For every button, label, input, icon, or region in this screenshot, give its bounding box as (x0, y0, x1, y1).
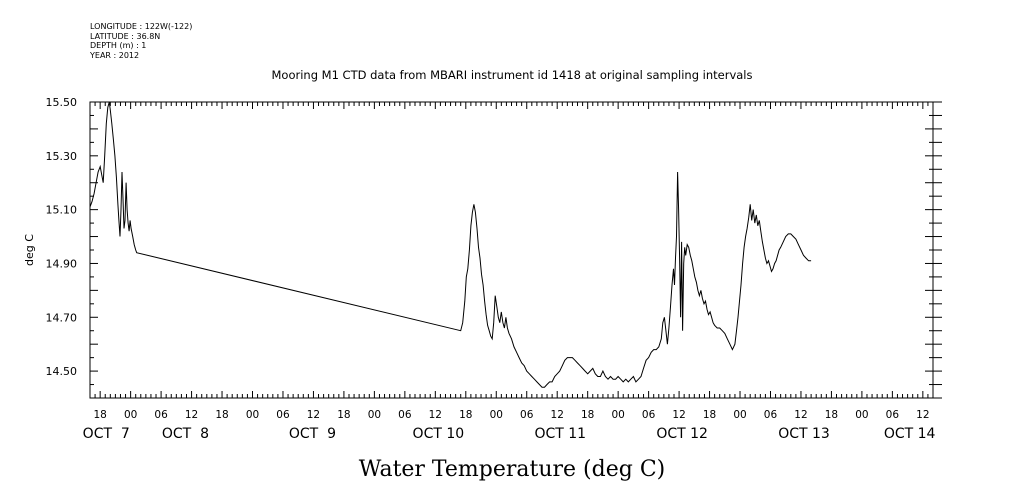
x-day-label: OCT 9 (289, 426, 336, 442)
x-day-label: OCT 12 (656, 426, 708, 442)
x-tick-label: 00 (246, 409, 259, 421)
x-tick-label: 06 (398, 409, 412, 421)
y-tick-label: 15.10 (46, 204, 78, 217)
x-tick-labels: 18 00 06 12 18 00 06 12 18 00 06 12 18 00 06 12 18 00 06 12… (93, 409, 929, 421)
x-tick-label: 06 (520, 409, 534, 421)
metadata-block: LONGITUDE : 122W(-122) LATITUDE : 36.8N … (90, 22, 192, 60)
x-tick-label: 00 (124, 409, 137, 421)
x-day-labels: OCT 7 OCT 8 OCT 9 OCT 10 OCT 11 OCT 12 OCT 13 O… (83, 426, 936, 442)
x-tick-label: 06 (642, 409, 656, 421)
y-tick-label: 15.30 (46, 150, 78, 163)
x-tick-label: 12 (307, 409, 320, 421)
x-tick-label: 00 (490, 409, 503, 421)
x-tick-label: 00 (611, 409, 624, 421)
y-axis-label: deg C (23, 234, 36, 266)
x-day-label: OCT 7 (83, 426, 130, 442)
x-tick-label: 12 (672, 409, 685, 421)
x-day-label: OCT 11 (534, 426, 586, 442)
x-axis-title: Water Temperature (deg C) (359, 457, 666, 482)
x-tick-label: 18 (215, 409, 228, 421)
x-day-label: OCT 14 (884, 426, 936, 442)
metadata-latitude: LATITUDE : 36.8N (90, 31, 161, 41)
x-tick-label: 12 (185, 409, 198, 421)
x-day-label: OCT 10 (413, 426, 465, 442)
x-tick-label: 18 (703, 409, 716, 421)
x-tick-label: 18 (581, 409, 594, 421)
series-line (89, 101, 812, 388)
x-day-label: OCT 13 (778, 426, 830, 442)
x-tick-label: 18 (459, 409, 472, 421)
x-tick-label: 00 (733, 409, 746, 421)
metadata-longitude: LONGITUDE : 122W(-122) (90, 22, 193, 31)
x-day-label: OCT 8 (162, 426, 209, 442)
plot-frame (89, 101, 934, 399)
y-tick-labels: 14.50 14.70 14.90 15.10 15.30 15.50 (46, 96, 78, 378)
x-tick-label: 06 (764, 409, 778, 421)
chart-title: Mooring M1 CTD data from MBARI instrumen… (272, 68, 753, 82)
x-tick-label: 12 (551, 409, 564, 421)
y-tick-label: 14.90 (46, 257, 78, 270)
y-tick-label: 14.50 (46, 365, 78, 378)
axis-ticks (89, 101, 942, 399)
y-tick-label: 14.70 (46, 311, 78, 324)
x-tick-label: 12 (916, 409, 929, 421)
metadata-year: YEAR : 2012 (90, 50, 140, 60)
x-tick-label: 00 (855, 409, 868, 421)
x-tick-label: 06 (276, 409, 290, 421)
x-tick-label: 18 (337, 409, 350, 421)
x-tick-label: 12 (429, 409, 442, 421)
x-tick-label: 06 (154, 409, 168, 421)
y-tick-label: 15.50 (46, 96, 78, 109)
metadata-depth: DEPTH (m) : 1 (90, 41, 147, 50)
x-tick-label: 18 (825, 409, 838, 421)
x-tick-label: 12 (794, 409, 807, 421)
x-tick-label: 06 (886, 409, 900, 421)
x-tick-label: 18 (93, 409, 106, 421)
x-tick-label: 00 (368, 409, 381, 421)
